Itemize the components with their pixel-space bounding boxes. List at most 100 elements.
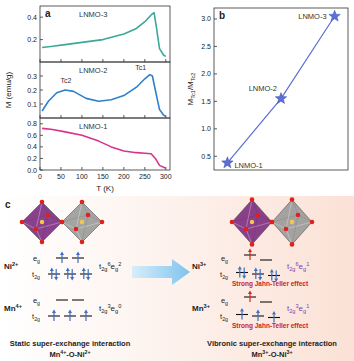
category-label: LNMO-1: [234, 161, 262, 170]
oxygen: [60, 220, 65, 225]
electron-head: [270, 269, 274, 273]
electron: [242, 268, 246, 280]
y-tick-label: 0.6: [27, 132, 37, 139]
octahedron-edge: [252, 215, 258, 244]
electron-shaft: [257, 313, 258, 321]
electron-shaft: [77, 255, 78, 263]
oxygen: [40, 200, 45, 205]
text-part: 3+: [287, 349, 293, 355]
caption: Vibronic super-exchange interaction: [207, 339, 337, 348]
x-tick: [102, 167, 103, 170]
plot-frame: [40, 6, 170, 62]
x-tick: [102, 115, 103, 118]
electron-shaft: [61, 255, 62, 263]
background: [0, 196, 354, 361]
electron-shaft: [72, 269, 73, 277]
text-part: 0: [118, 303, 121, 309]
plot-frame: [40, 118, 170, 170]
electron-shaft: [88, 269, 89, 277]
text-part: 3+: [204, 303, 211, 309]
electron-head: [248, 249, 252, 253]
text-part: -O-Ni: [268, 350, 286, 359]
orbital: [260, 259, 272, 260]
electron-head: [66, 268, 70, 272]
text-part: Mn: [4, 304, 16, 313]
y-tick-label: 0.2: [27, 36, 37, 43]
chart: 0.51.01.52.02.53.0LNMO-1LNMO-2LNMO-3bMTc…: [186, 8, 348, 170]
series-label: LNMO-2: [79, 66, 107, 75]
text-part: 2+: [12, 261, 19, 267]
octahedron-edge: [258, 215, 272, 222]
x-tick: [60, 167, 61, 170]
y-tick: [40, 123, 43, 124]
x-tick: [144, 167, 145, 170]
plot-frame: [40, 62, 170, 118]
x-tick: [60, 59, 61, 62]
electron-head: [50, 268, 54, 272]
text-part: g: [225, 300, 228, 306]
x-tick-label: 150: [97, 173, 109, 180]
series-line: [42, 13, 166, 57]
x-tick: [102, 59, 103, 62]
oxygen: [100, 220, 105, 225]
panel-label: b: [219, 10, 225, 21]
electron: [254, 268, 258, 280]
octahedron-edge: [42, 215, 48, 242]
orbital: [48, 273, 60, 274]
octahedron-edge: [298, 215, 312, 222]
electron-head: [52, 310, 56, 314]
electron: [238, 266, 242, 278]
electron-head: [240, 308, 244, 312]
octahedron-edge: [76, 202, 82, 229]
electron-head: [254, 268, 258, 272]
electron-head: [60, 252, 64, 256]
text-part: 1: [306, 261, 309, 267]
text-part: 4+: [16, 303, 23, 309]
electron: [54, 269, 58, 281]
text-part: 2g: [101, 308, 107, 314]
oxygen: [230, 220, 235, 225]
plot-frame: [214, 8, 348, 170]
octahedron-edge: [246, 229, 252, 244]
octahedron-edge: [286, 200, 292, 229]
ion-name: Mn4+: [4, 303, 23, 313]
octahedron-face: [272, 200, 312, 245]
octahedron-edge: [62, 215, 88, 222]
octahedron: [60, 200, 105, 245]
data-group: [42, 128, 166, 168]
oxygen: [250, 242, 255, 247]
text-part: 2+: [85, 349, 91, 355]
oxygen: [40, 240, 45, 245]
y-tick-label: 1.5: [201, 98, 211, 105]
octahedron: [230, 197, 275, 246]
octahedron-face: [62, 202, 102, 242]
oxygen: [34, 227, 39, 232]
electron: [84, 310, 88, 322]
electron: [270, 269, 274, 281]
text-part: 3+: [200, 261, 207, 267]
text-part: Tc2: [190, 73, 196, 82]
ion-name: Mn3+: [192, 303, 211, 313]
electron: [248, 291, 252, 303]
orbital: [252, 273, 264, 274]
ion: Mn4+egt2gt2g3eg0: [4, 296, 121, 322]
y-tick-label: 2.5: [201, 43, 211, 50]
electron-shaft: [56, 269, 57, 277]
electron-shaft: [249, 252, 250, 260]
x-tick-label: 300: [160, 173, 172, 180]
marker: [275, 93, 286, 104]
chart: 0.00.20.40.60.8050100150200250300LNMO-1T…: [27, 118, 171, 193]
octahedron-edge: [292, 215, 298, 244]
octahedron-edge: [36, 222, 62, 229]
text-part: g: [37, 300, 40, 306]
level-label: t2g: [32, 270, 40, 280]
octahedron-edge: [22, 222, 36, 229]
text-part: g: [303, 308, 306, 314]
octahedron-edge: [272, 215, 298, 222]
cation: [80, 220, 84, 224]
annotation: Tc2: [61, 77, 72, 84]
electron-head: [248, 291, 252, 295]
orbital: [72, 299, 84, 300]
electron-shaft: [260, 269, 261, 277]
oxygen: [270, 220, 275, 225]
